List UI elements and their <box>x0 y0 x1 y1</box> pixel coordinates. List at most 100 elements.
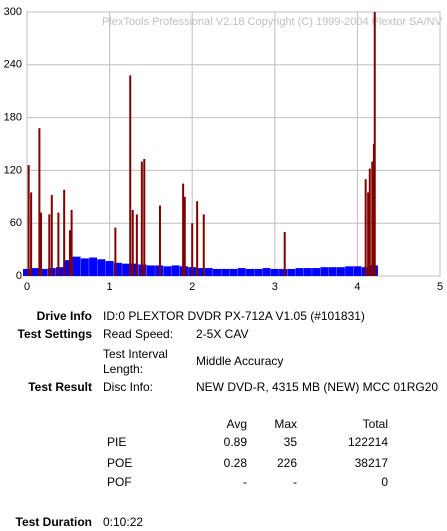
value: Middle Accuracy <box>196 354 284 368</box>
bar <box>89 257 98 276</box>
bar <box>196 201 199 276</box>
bar <box>171 265 180 276</box>
bar <box>143 158 146 276</box>
bar <box>131 210 134 276</box>
bar <box>23 268 31 276</box>
bar <box>229 268 238 276</box>
bar <box>345 266 354 276</box>
bar <box>140 161 143 276</box>
bar <box>368 168 371 276</box>
cell: 35 <box>283 435 297 449</box>
row-label: POE <box>107 456 133 470</box>
bar <box>279 268 288 276</box>
cell: 0.28 <box>223 456 247 470</box>
bar <box>262 268 271 276</box>
cell: 122214 <box>347 435 388 449</box>
y-tick-label: 60 <box>10 217 22 229</box>
bar <box>221 268 230 276</box>
bar <box>114 227 117 276</box>
bar <box>212 268 221 276</box>
bar <box>287 268 296 276</box>
value: ID:0 PLEXTOR DVDR PX-712A V1.05 (#101831… <box>103 309 365 323</box>
column-header: Max <box>274 417 297 431</box>
cell: - <box>243 475 247 489</box>
bar <box>72 256 81 276</box>
label: Test Settings <box>17 327 92 341</box>
bar <box>38 128 41 276</box>
bar <box>183 196 186 276</box>
label: Test Result <box>28 380 92 394</box>
label: Test Duration <box>15 515 92 529</box>
bar <box>336 267 345 276</box>
bar <box>182 183 185 276</box>
bar <box>246 268 255 276</box>
bar <box>80 258 89 276</box>
value: 2-5X CAV <box>196 327 249 341</box>
bar <box>270 268 279 276</box>
x-tick-label: 5 <box>437 281 443 293</box>
x-tick-label: 4 <box>354 281 360 293</box>
cell: 0.89 <box>223 435 247 449</box>
bar <box>130 263 139 276</box>
y-tick-label: 120 <box>4 164 22 176</box>
bar <box>113 262 122 276</box>
column-header: Total <box>362 417 388 431</box>
bar <box>57 212 60 276</box>
cell: 0 <box>381 475 388 489</box>
bar <box>283 232 286 276</box>
bar <box>64 260 73 276</box>
watermark: PlexTools Professional V2.18 Copyright (… <box>102 16 443 28</box>
bar <box>56 267 65 276</box>
bar <box>303 268 312 276</box>
bar <box>31 268 40 276</box>
label: Drive Info <box>36 309 92 323</box>
bar <box>48 214 51 276</box>
label: Read Speed: <box>103 327 174 341</box>
bar <box>68 230 71 276</box>
bar <box>97 259 106 276</box>
value: NEW DVD-R, 4315 MB (NEW) MCC 01RG20 <box>196 380 439 394</box>
bar <box>39 268 48 276</box>
bar <box>30 192 33 276</box>
bar <box>295 268 304 276</box>
bar <box>122 263 131 276</box>
bar <box>196 268 205 276</box>
bar <box>40 212 43 276</box>
bar <box>63 189 66 276</box>
cell: 38217 <box>354 456 388 470</box>
bar <box>129 75 132 276</box>
label: Test Interval Length: <box>103 347 168 376</box>
bar <box>373 12 376 276</box>
x-tick-label: 1 <box>107 281 113 293</box>
bar <box>163 266 172 276</box>
bar <box>328 267 337 276</box>
value: 0:10:22 <box>103 515 144 529</box>
bar <box>353 266 362 276</box>
column-header: Avg <box>226 417 247 431</box>
cell: - <box>293 475 297 489</box>
bar <box>254 268 263 276</box>
cell: 226 <box>276 456 297 470</box>
bar <box>364 179 367 276</box>
bar <box>312 268 321 276</box>
chart: PlexTools Professional V2.18 Copyright (… <box>4 6 443 293</box>
bar <box>367 192 370 276</box>
bar <box>135 214 138 276</box>
bar <box>105 261 114 276</box>
row-label: PIE <box>107 435 127 449</box>
bar <box>50 195 53 276</box>
bar <box>371 161 374 276</box>
y-tick-label: 180 <box>4 112 22 124</box>
y-tick-label: 240 <box>4 59 22 71</box>
plot-area <box>26 11 441 277</box>
bar <box>191 223 194 276</box>
x-tick-label: 3 <box>272 281 278 293</box>
bar <box>237 268 246 276</box>
y-tick-label: 300 <box>4 6 22 18</box>
bar <box>70 210 73 276</box>
bar <box>320 267 329 276</box>
bar <box>27 165 30 276</box>
bar <box>202 214 205 276</box>
x-tick-label: 2 <box>189 281 195 293</box>
